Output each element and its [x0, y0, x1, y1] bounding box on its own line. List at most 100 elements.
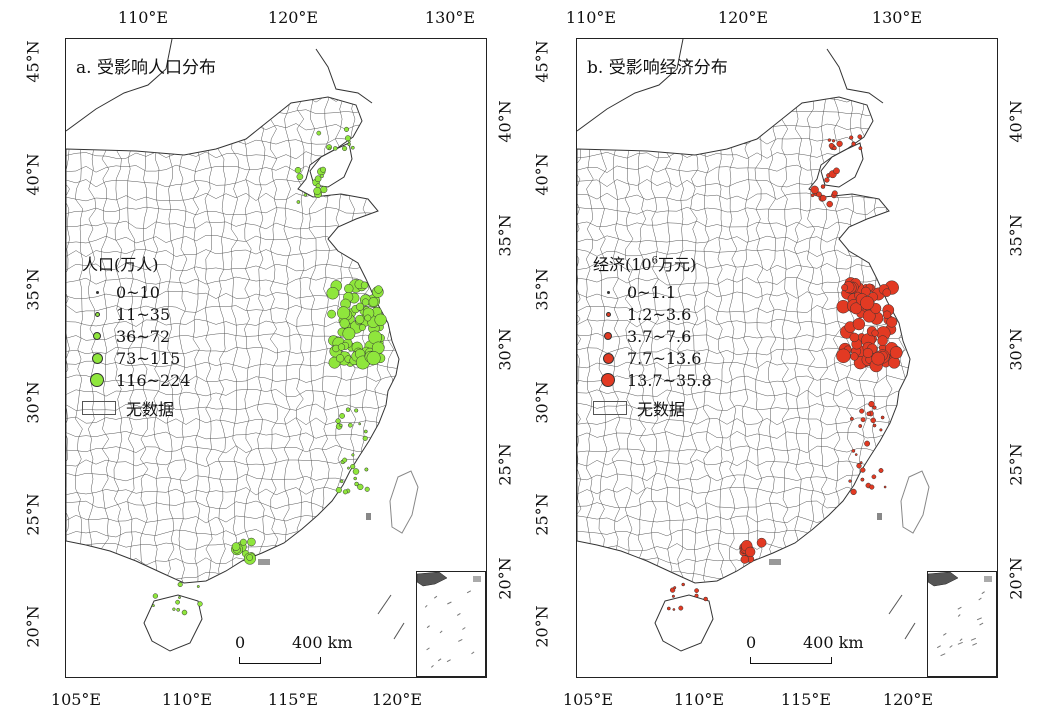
impact-symbol [882, 310, 892, 319]
legend-label: 73~115 [116, 348, 181, 368]
impact-symbol [335, 487, 342, 494]
impact-symbol [353, 476, 357, 481]
impact-symbol [703, 596, 708, 602]
impact-symbol [836, 348, 851, 364]
legend-item-5: 13.7~35.8 [593, 369, 712, 391]
impact-symbol [826, 200, 833, 208]
county-boundary-line [66, 206, 399, 216]
impact-symbol [333, 146, 338, 151]
inset-island [957, 614, 961, 617]
county-boundary-line [577, 445, 910, 454]
county-boundary-line [728, 97, 738, 583]
county-boundary-line [153, 97, 161, 583]
inset-island [424, 604, 428, 608]
county-boundary-line [577, 431, 910, 439]
scale-bar-line [750, 657, 832, 664]
county-boundary-line [230, 97, 240, 583]
inset-island [439, 630, 443, 634]
impact-symbol [342, 145, 348, 152]
impact-symbol [358, 422, 362, 426]
inset-taiwan [473, 576, 481, 582]
county-boundary-line [577, 388, 910, 398]
impact-symbol [326, 286, 339, 300]
impact-symbol [178, 596, 181, 599]
county-boundary-line [650, 97, 660, 583]
impact-symbol [181, 609, 188, 616]
county-boundary-line [66, 585, 406, 593]
county-boundary-line [577, 417, 910, 426]
inset-island [957, 606, 962, 610]
impact-symbol [868, 400, 875, 408]
inset-island [447, 601, 452, 605]
legend-label: 13.7~35.8 [627, 370, 712, 390]
tick-lon-top: 120°E [267, 8, 319, 27]
inset-island [430, 665, 434, 668]
impact-symbol [850, 488, 857, 496]
impact-symbol [860, 467, 866, 473]
county-boundary-line [624, 97, 634, 583]
impact-symbol [335, 418, 341, 424]
legend-symbol-4 [602, 352, 614, 364]
legend-symbol-5 [90, 373, 104, 387]
impact-symbol [152, 593, 159, 599]
county-boundary-line [269, 97, 279, 583]
impact-symbol [151, 604, 155, 608]
impact-symbol [319, 173, 324, 179]
impact-symbol [666, 606, 671, 611]
legend-symbol-4 [91, 352, 103, 364]
impact-symbol [878, 468, 884, 473]
impact-symbol [344, 283, 354, 294]
nine-dash-line [393, 622, 405, 640]
impact-symbol [859, 461, 863, 464]
impact-symbol [877, 335, 888, 346]
legend-label: 11~35 [116, 304, 171, 324]
impact-symbol [864, 440, 871, 447]
inset-island [957, 641, 963, 645]
county-boundary-line [66, 416, 399, 426]
county-boundary-line [74, 97, 84, 583]
inset-island [456, 612, 461, 616]
county-boundary-line [295, 97, 305, 583]
nodata-island [366, 513, 371, 520]
impact-symbol [860, 477, 865, 482]
county-boundary-line [577, 262, 910, 271]
impact-symbol [339, 318, 350, 329]
impact-symbol [294, 166, 302, 174]
tick-lat-left: 35°N [532, 268, 552, 311]
impact-symbol [320, 166, 327, 173]
scale-label: 400 km [292, 633, 353, 652]
inset-island [426, 625, 430, 629]
county-boundary-line [127, 97, 136, 583]
inset-island [471, 651, 475, 655]
tick-lat-left: 40°N [23, 153, 43, 196]
impact-symbols [666, 134, 903, 611]
impact-symbol [860, 295, 875, 311]
legend-symbol-5 [601, 373, 615, 387]
impact-symbol [841, 284, 849, 292]
tick-lon-bottom: 105°E [50, 690, 102, 709]
tick-lat-left: 30°N [532, 381, 552, 424]
inset-island [978, 597, 982, 601]
legend-item-1: 0~10 [82, 281, 190, 303]
tick-lon-top: 110°E [565, 8, 617, 27]
inset-island [446, 659, 451, 663]
county-boundary-line [217, 97, 226, 583]
tick-lat-right: 35°N [1006, 214, 1026, 257]
scale-bar-line [239, 657, 321, 664]
impact-symbol [335, 354, 345, 363]
county-boundary-line [741, 97, 751, 583]
impact-symbol [849, 135, 854, 140]
inset-island [936, 645, 941, 649]
county-boundary-line [165, 97, 175, 583]
impact-symbol [176, 607, 181, 612]
impact-symbol [820, 184, 826, 189]
impact-symbol [343, 126, 350, 132]
impact-symbol [231, 542, 241, 551]
impact-symbol [177, 581, 183, 588]
impact-symbol [745, 546, 756, 558]
county-boundary-line [66, 97, 399, 104]
county-boundary-line [715, 97, 725, 583]
legend-symbol-2 [605, 311, 611, 317]
impact-symbol [339, 479, 344, 484]
taiwan-island [389, 470, 419, 534]
